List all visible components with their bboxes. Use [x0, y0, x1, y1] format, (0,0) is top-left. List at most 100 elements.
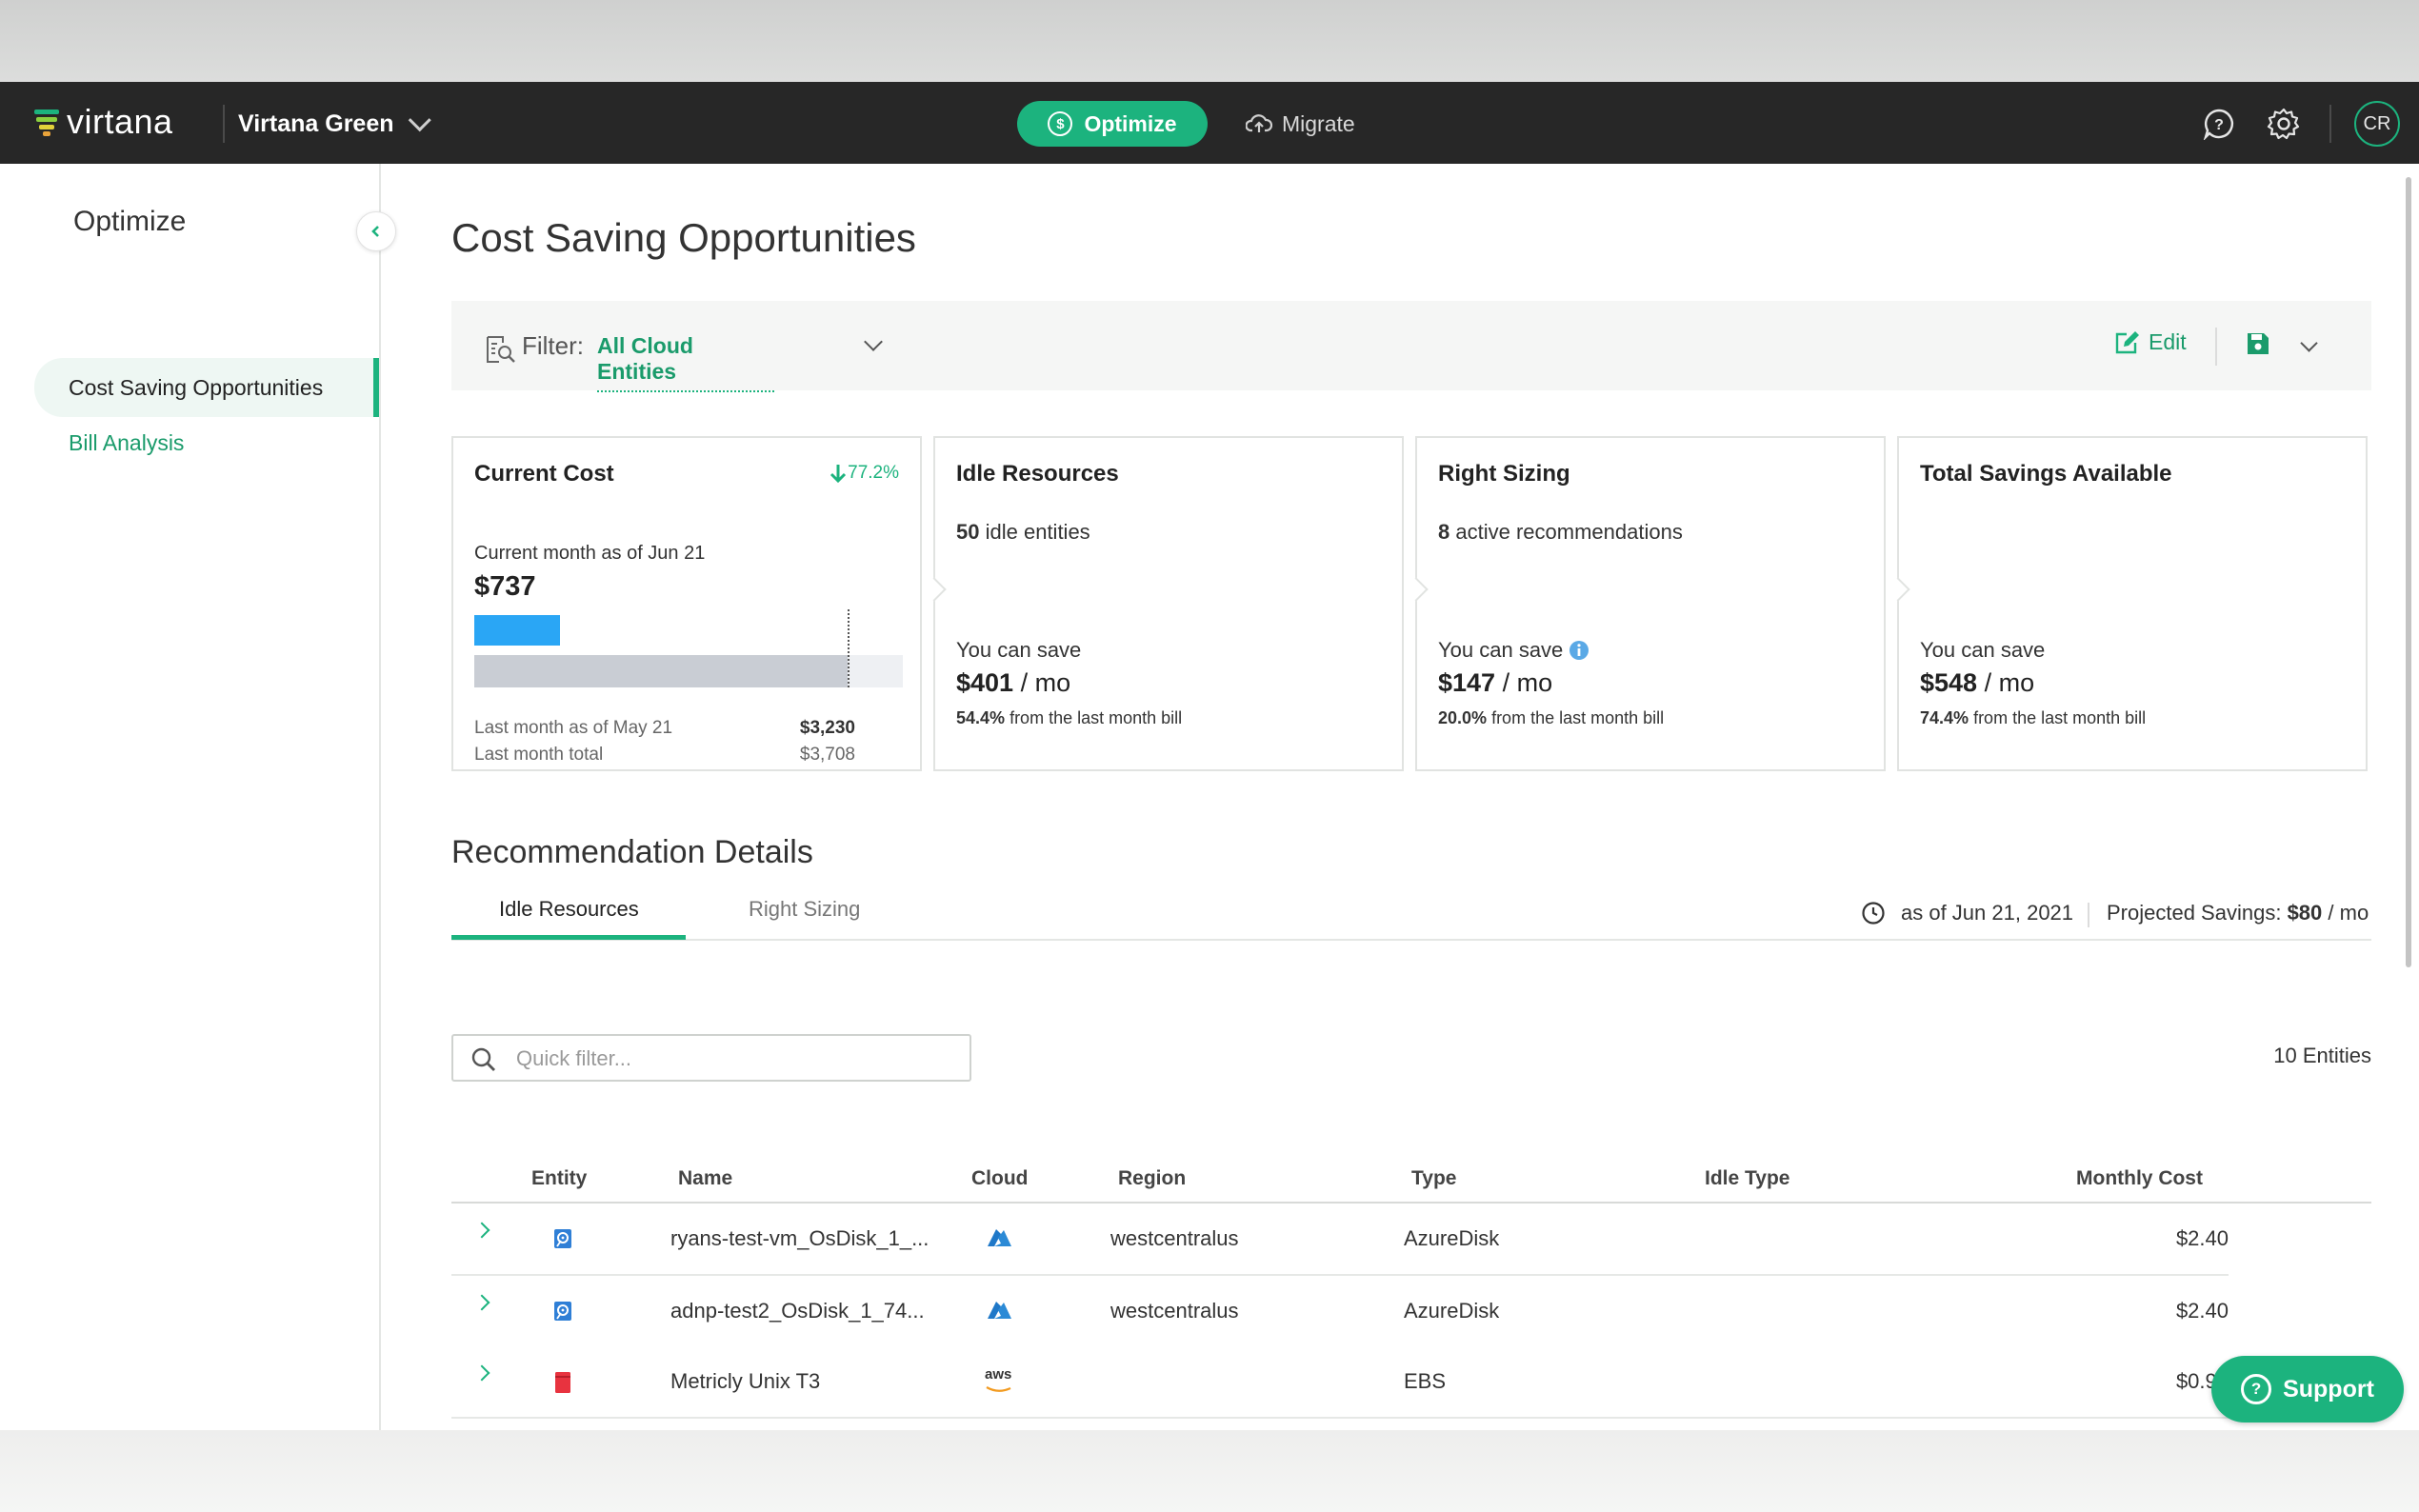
quick-filter[interactable]	[451, 1034, 971, 1082]
expand-row-icon[interactable]	[473, 1294, 490, 1311]
support-button[interactable]: ? Support	[2211, 1356, 2404, 1422]
save-label-row: You can save	[1438, 638, 1589, 663]
last-month-cost-bar	[474, 655, 903, 687]
idle-resources-card[interactable]: Idle Resources 50 idle entities You can …	[922, 436, 1404, 771]
edit-label: Edit	[2149, 329, 2187, 354]
aws-icon: aws	[985, 1367, 1013, 1399]
svg-text:?: ?	[2214, 117, 2224, 133]
tab-idle-resources[interactable]: Idle Resources	[499, 897, 639, 921]
last-month-marker	[848, 609, 850, 687]
page-scrollbar[interactable]	[2406, 177, 2411, 967]
card-title: Current Cost	[474, 461, 614, 487]
row-region: westcentralus	[1110, 1299, 1239, 1323]
chevron-down-icon	[408, 108, 431, 131]
row-type: AzureDisk	[1404, 1226, 1500, 1250]
card-title: Idle Resources	[956, 461, 1119, 487]
column-header-name[interactable]: Name	[678, 1167, 733, 1189]
expand-row-icon[interactable]	[473, 1222, 490, 1239]
active-indicator	[373, 358, 379, 417]
arrow-down-icon	[830, 465, 847, 484]
column-header-cloud[interactable]: Cloud	[971, 1167, 1029, 1189]
savings-note-text: from the last month bill	[1491, 708, 1665, 727]
quick-filter-input[interactable]	[514, 1044, 956, 1073]
expand-row-icon[interactable]	[473, 1364, 490, 1382]
app-window: virtana Virtana Green $ Optimize Migrate…	[0, 82, 2419, 1430]
migrate-button[interactable]: Migrate	[1246, 101, 1355, 147]
settings-gear-icon[interactable]	[2265, 105, 2303, 143]
last-month-total-row: Last month total $3,708	[474, 745, 855, 766]
as-of-date: as of Jun 21, 2021	[1861, 901, 2073, 925]
row-type: EBS	[1404, 1369, 1447, 1393]
current-month-label: Current month as of Jun 21	[474, 543, 706, 564]
column-header-entity[interactable]: Entity	[531, 1167, 588, 1189]
row-name: Metricly Unix T3	[670, 1369, 821, 1393]
sidebar-item-bill-analysis[interactable]: Bill Analysis	[69, 430, 185, 455]
right-sizing-card[interactable]: Right Sizing 8 active recommendations Yo…	[1404, 436, 1886, 771]
last-month-total-label: Last month total	[474, 745, 604, 765]
optimize-button[interactable]: $ Optimize	[1017, 101, 1208, 147]
trend-percent: 77.2%	[848, 463, 899, 483]
save-floppy-icon[interactable]	[2246, 331, 2270, 356]
question-circle-icon: ?	[2241, 1374, 2272, 1404]
filter-entity-selector[interactable]: All Cloud Entities	[597, 333, 774, 392]
filter-bar: Filter: All Cloud Entities Edit	[451, 301, 2371, 392]
azure-icon	[988, 1302, 1011, 1319]
logo-text: virtana	[67, 102, 173, 141]
sidebar-item-cost-saving-opportunities[interactable]: Cost Saving Opportunities	[34, 358, 379, 417]
recommendation-details-title: Recommendation Details	[451, 834, 813, 870]
row-monthly-cost: $2.40	[2175, 1299, 2229, 1323]
savings-note: 74.4% from the last month bill	[1920, 708, 2146, 728]
column-header-type[interactable]: Type	[1411, 1167, 1457, 1189]
save-label: You can save	[956, 638, 1082, 662]
savings-value: $401	[956, 668, 1014, 697]
table-row[interactable]: adnp-test2_OsDisk_1_74... westcentralus …	[451, 1276, 2229, 1348]
column-header-monthly-cost[interactable]: Monthly Cost	[2076, 1167, 2203, 1189]
savings-note-text: from the last month bill	[1973, 708, 2147, 727]
aws-logo-text: aws	[985, 1366, 1012, 1383]
row-name: adnp-test2_OsDisk_1_74...	[670, 1299, 925, 1323]
table-row[interactable]: Metricly Unix T3 aws EBS $0.96	[451, 1346, 2229, 1419]
recommendation-count: 8 active recommendations	[1438, 520, 1683, 545]
column-header-region[interactable]: Region	[1118, 1167, 1187, 1189]
savings-note: 54.4% from the last month bill	[956, 708, 1182, 728]
cloud-upload-icon	[1246, 114, 1272, 132]
sidebar-title: Optimize	[73, 206, 187, 237]
savings-percent: 20.0%	[1438, 708, 1488, 727]
column-header-idle-type[interactable]: Idle Type	[1705, 1167, 1790, 1189]
migrate-label: Migrate	[1282, 110, 1355, 136]
filter-search-icon	[487, 336, 515, 363]
ebs-volume-icon	[555, 1372, 570, 1393]
org-name: Virtana Green	[238, 109, 394, 137]
collapse-sidebar-button[interactable]	[356, 211, 396, 251]
virtana-logo-mark-icon	[34, 108, 59, 136]
save-options-chevron-icon[interactable]	[2300, 334, 2318, 352]
tab-right-sizing[interactable]: Right Sizing	[749, 897, 861, 921]
savings-period: / mo	[1984, 668, 2035, 697]
card-connector	[1886, 577, 1910, 602]
filter-chevron-down-icon[interactable]	[864, 332, 883, 351]
user-avatar[interactable]: CR	[2354, 101, 2400, 147]
idle-count: 50 idle entities	[956, 520, 1090, 545]
org-selector[interactable]: Virtana Green	[238, 107, 431, 141]
savings-percent: 54.4%	[956, 708, 1006, 727]
help-chat-icon[interactable]: ?	[2200, 105, 2238, 143]
header-divider	[223, 105, 225, 143]
last-month-asof-value: $3,230	[799, 718, 855, 738]
recommendation-tabs: Idle Resources Right Sizing	[451, 887, 2371, 941]
savings-percent: 74.4%	[1920, 708, 1969, 727]
header-divider	[2329, 105, 2331, 143]
last-month-asof-fill	[474, 655, 848, 687]
filter-label: Filter:	[522, 331, 584, 360]
info-icon[interactable]	[1569, 640, 1589, 661]
current-cost-card: Current Cost 77.2% Current month as of J…	[451, 436, 922, 771]
edit-filter-button[interactable]: Edit	[2114, 329, 2187, 355]
virtana-logo[interactable]: virtana	[34, 102, 173, 141]
save-label: You can save	[1920, 638, 2046, 662]
row-monthly-cost: $0.96	[2175, 1369, 2229, 1393]
optimize-label: Optimize	[1084, 110, 1177, 136]
savings-value: $147	[1438, 668, 1496, 697]
card-connector	[1404, 577, 1429, 602]
projected-savings-label: Projected Savings:	[2107, 901, 2282, 925]
table-row[interactable]: ryans-test-vm_OsDisk_1_... westcentralus…	[451, 1204, 2229, 1276]
recommendation-count-value: 8	[1438, 520, 1450, 544]
